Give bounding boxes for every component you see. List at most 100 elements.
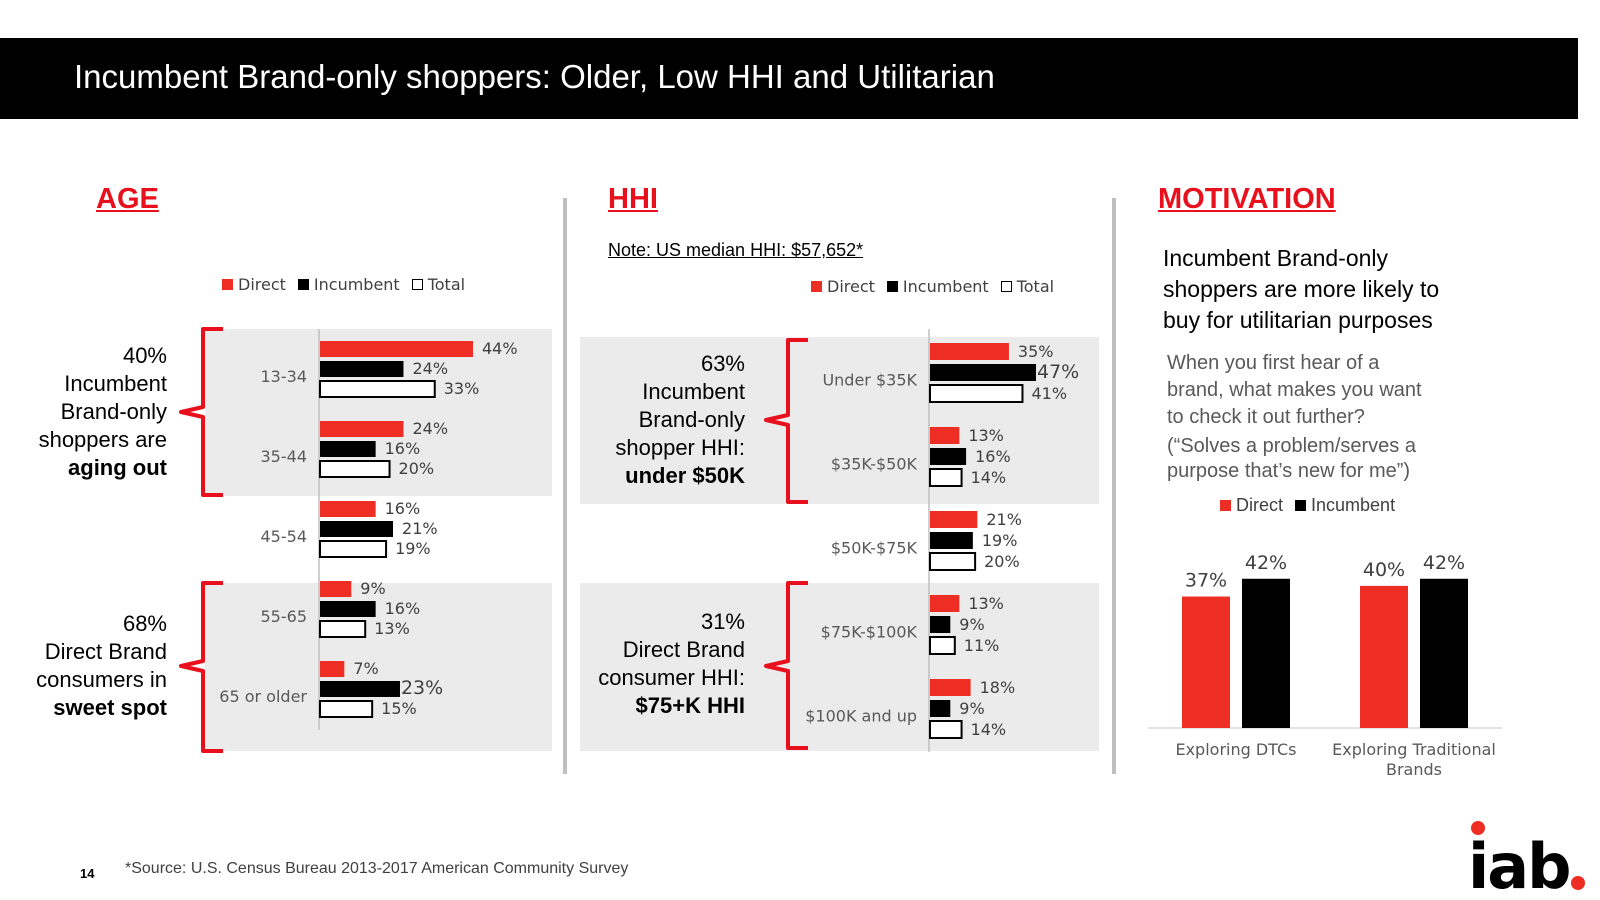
category-label-exploring-dtcs-0: Exploring DTCs (1175, 740, 1296, 759)
legend-direct: Direct (1220, 495, 1283, 516)
category-label-75k-100k: $75K-$100K (821, 623, 918, 642)
bar-direct-65-or-older (320, 661, 345, 677)
data-label-incumbent-exploring-traditional-brands: 42% (1423, 552, 1465, 574)
age-chart: 13-3444%24%33%35-4424%16%20%45-5416%21%1… (179, 327, 552, 753)
legend-direct-swatch (811, 281, 822, 292)
data-label-incumbent-35-44: 16% (385, 439, 421, 458)
bar-direct-exploring-traditional-brands (1360, 585, 1408, 728)
motivation-chart: 37% 42% Exploring DTCs 40% 42% Exploring Trad… (1148, 552, 1502, 779)
category-label-65-or-older: 65 or older (219, 687, 307, 706)
bar-incumbent-35k-50k (930, 448, 967, 465)
hhi-callout-bottom-line3: consumer HHI: (598, 665, 745, 690)
divider-age-hhi (563, 198, 567, 774)
data-label-total-45-54: 19% (395, 539, 431, 558)
legend-incumbent-swatch (886, 281, 898, 292)
bar-incumbent-45-54 (320, 521, 394, 537)
hhi-callout-top-line4: shopper HHI: (615, 435, 745, 460)
data-label-direct-35-44: 24% (412, 419, 448, 438)
age-callout-bottom-line1: 68% (122, 611, 167, 636)
bar-direct-35-44 (320, 421, 404, 437)
bar-total-35k-50k (929, 468, 963, 487)
hhi-chart: Under $35K 35%47%41% $35K-$50K 13% 16% 14% $50… (580, 329, 1099, 752)
motivation-headline: Incumbent Brand-only shoppers are more l… (1163, 243, 1439, 336)
category-label-100k-and-up: $100K and up (805, 707, 917, 726)
data-label-incumbent-55-65: 16% (385, 599, 421, 618)
legend-total-label: Total (1016, 277, 1055, 296)
legend-direct-label: Direct (827, 277, 875, 296)
bar-direct-50k-75k (930, 511, 978, 528)
hhi-callout-bottom-line4: $75+K HHI (635, 693, 745, 718)
legend-incumbent-label: Incumbent (313, 275, 400, 294)
legend-incumbent-swatch (297, 279, 309, 290)
bar-total-55-65 (319, 620, 367, 638)
callout-bracket-0 (179, 327, 223, 497)
category-label-35k-50k: $35K-$50K (831, 455, 918, 474)
data-label-total-50k-75k: 20% (984, 552, 1020, 571)
data-label-incumbent-13-34: 24% (412, 359, 448, 378)
age-callout-bottom-line3: consumers in (36, 667, 167, 692)
bar-direct-under-35k (930, 343, 1009, 360)
bar-direct-13-34 (320, 341, 473, 357)
legend-direct-label: Direct (1236, 495, 1284, 515)
hhi-callout-bottom: 31% Direct Brand consumer HHI: $75+K HHI (598, 608, 745, 720)
bar-incumbent-35-44 (320, 441, 376, 457)
age-callout-bottom: 68% Direct Brand consumers in sweet spot (36, 610, 167, 722)
callout-bracket-1 (179, 581, 223, 753)
data-label-direct-under-35k: 35% (1018, 342, 1054, 361)
legend-incumbent: Incumbent (886, 277, 989, 296)
data-label-direct-55-65: 9% (360, 579, 385, 598)
age-callout-top-line5: aging out (68, 455, 167, 480)
iab-logo-dot (1571, 876, 1585, 890)
iab-logo-text: iab (1468, 830, 1569, 895)
bar-incumbent-exploring-dtcs (1242, 578, 1290, 728)
bar-total-100k-and-up (929, 720, 963, 739)
data-label-total-35-44: 20% (399, 459, 435, 478)
category-label-under-35k: Under $35K (822, 371, 917, 390)
hhi-callout-top-line5: under $50K (625, 463, 745, 488)
age-callout-top-line3: Brand-only (60, 399, 167, 424)
category-label-exploring-traditional-brands-0: Exploring Traditional (1332, 740, 1496, 759)
legend-incumbent-label: Incumbent (902, 277, 989, 296)
data-label-incumbent-75k-100k: 9% (959, 615, 984, 634)
bar-direct-75k-100k (930, 595, 960, 612)
hhi-legend: Direct Incumbent Total (811, 277, 1066, 296)
age-heading: AGE (96, 183, 159, 215)
data-label-direct-13-34: 44% (482, 339, 518, 358)
data-label-total-55-65: 13% (374, 619, 410, 638)
data-label-incumbent-50k-75k: 19% (982, 531, 1018, 550)
age-callout-bottom-line2: Direct Brand (44, 639, 167, 664)
data-label-total-65-or-older: 15% (381, 699, 417, 718)
title-bar: Incumbent Brand-only shoppers: Older, Lo… (0, 38, 1578, 119)
bar-total-45-54 (319, 540, 388, 558)
data-label-total-under-35k: 41% (1031, 384, 1067, 403)
hhi-heading: HHI (608, 183, 658, 215)
bar-direct-100k-and-up (930, 679, 971, 696)
motivation-headline-line3: buy for utilitarian purposes (1163, 307, 1433, 333)
bar-incumbent-55-65 (320, 601, 376, 617)
data-label-total-13-34: 33% (444, 379, 480, 398)
bar-incumbent-13-34 (320, 361, 404, 377)
hhi-callout-bottom-line2: Direct Brand (622, 637, 745, 662)
hhi-callout-top-line2: Incumbent (642, 379, 745, 404)
legend-direct-swatch (1220, 500, 1231, 511)
motivation-answer: (“Solves a problem/serves a purpose that… (1167, 434, 1416, 484)
data-label-direct-exploring-dtcs: 37% (1185, 570, 1227, 592)
legend-direct: Direct (811, 277, 875, 296)
motivation-question-line2: brand, what makes you want (1167, 379, 1422, 401)
age-callout-top: 40% Incumbent Brand-only shoppers are ag… (39, 342, 167, 482)
legend-incumbent-swatch (1295, 500, 1307, 511)
bar-direct-35k-50k (930, 427, 960, 444)
bar-incumbent-75k-100k (930, 616, 951, 633)
bar-total-50k-75k (929, 552, 977, 571)
data-label-total-35k-50k: 14% (971, 468, 1007, 487)
bar-total-75k-100k (929, 636, 956, 655)
bar-direct-45-54 (320, 501, 376, 517)
legend-total-label: Total (427, 275, 466, 294)
bar-direct-exploring-dtcs (1182, 596, 1230, 728)
hhi-callout-top: 63% Incumbent Brand-only shopper HHI: un… (615, 350, 745, 490)
motivation-question: When you first hear of a brand, what mak… (1167, 350, 1422, 431)
data-label-direct-100k-and-up: 18% (980, 678, 1016, 697)
data-label-incumbent-45-54: 21% (402, 519, 438, 538)
data-label-direct-45-54: 16% (385, 499, 421, 518)
bar-incumbent-50k-75k (930, 532, 973, 549)
